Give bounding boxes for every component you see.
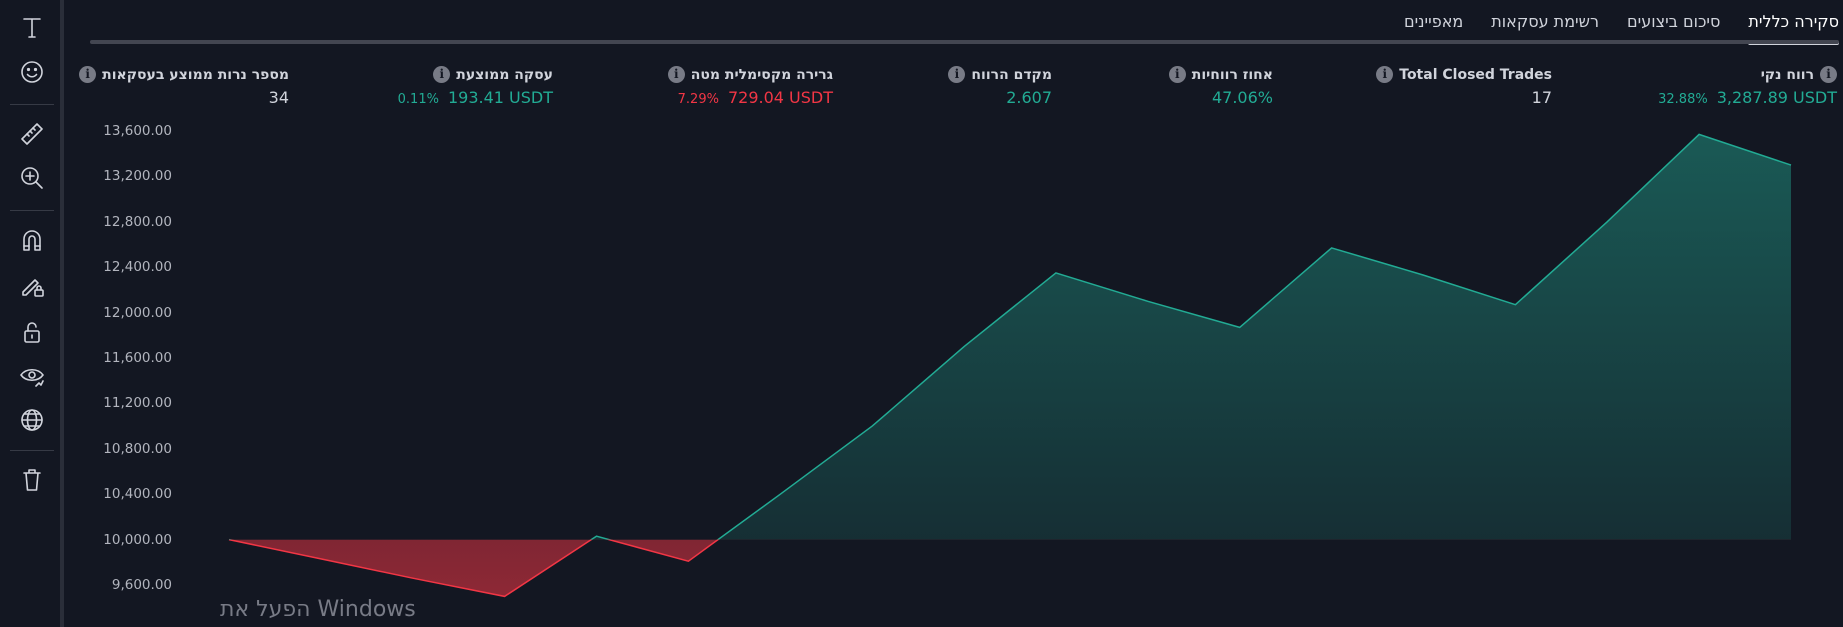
tab-properties[interactable]: מאפיינים — [1403, 12, 1464, 31]
unlock-icon[interactable] — [14, 314, 50, 350]
equity-point — [1239, 326, 1241, 328]
y-tick-label: 12,000.00 — [103, 304, 172, 321]
info-icon[interactable]: i — [1168, 66, 1186, 83]
stat-percent: 7.29% — [677, 92, 719, 107]
stat-avg-trade: עסקה ממוצעת i 193.41 USDT 0.11% — [398, 66, 553, 107]
stat-value: 729.04 USDT — [727, 88, 833, 107]
equity-point — [320, 558, 322, 560]
report-tabs: סקירה כללית סיכום ביצועים רשימת עסקאות מ… — [1376, 8, 1839, 45]
equity-point — [596, 535, 598, 537]
stat-label: גרירה מקסימלית מטה — [690, 66, 833, 83]
equity-point — [1606, 221, 1608, 223]
y-tick-label: 10,400.00 — [103, 486, 172, 503]
info-icon[interactable]: i — [667, 66, 685, 83]
y-tick-label: 12,400.00 — [103, 259, 172, 276]
equity-point — [1422, 274, 1424, 276]
stat-avg-bars-in-trades: מספר נרות ממוצע בעסקאות i 34 — [79, 66, 289, 107]
drawing-toolbar — [0, 0, 64, 627]
equity-line-positive — [229, 133, 1792, 540]
info-icon[interactable]: i — [948, 66, 966, 83]
globe-icon[interactable] — [14, 402, 50, 438]
stat-percent: 0.11% — [397, 92, 439, 107]
info-icon[interactable]: i — [1376, 66, 1394, 83]
stat-value: 193.41 USDT — [447, 88, 553, 107]
emoji-icon[interactable] — [14, 54, 50, 90]
stat-label: Total Closed Trades — [1399, 66, 1552, 83]
stat-profit-factor: מקדם הרווח i 2.607 — [948, 66, 1052, 107]
stat-max-drawdown: גרירה מקסימלית מטה i 729.04 USDT 7.29% — [667, 66, 833, 107]
pencil-lock-icon[interactable] — [14, 268, 50, 304]
tab-underline-track — [90, 40, 1839, 44]
toolbar-divider — [10, 104, 54, 105]
equity-point — [779, 493, 781, 495]
equity-point — [871, 425, 873, 427]
y-tick-label: 9,600.00 — [111, 577, 172, 593]
y-tick-label: 13,600.00 — [103, 123, 172, 139]
equity-point — [228, 539, 230, 541]
magnet-icon[interactable] — [14, 222, 50, 258]
info-icon[interactable]: i — [1820, 66, 1837, 83]
info-icon[interactable]: i — [433, 66, 451, 83]
y-tick-label: 12,800.00 — [103, 213, 172, 230]
equity-point — [1055, 272, 1057, 274]
equity-point — [1514, 304, 1516, 306]
stat-total-closed-trades: Total Closed Trades i 17 — [1376, 66, 1552, 107]
zoom-in-icon[interactable] — [14, 160, 50, 196]
stat-percent-profitable: אחוז רווחיות i 47.06% — [1168, 66, 1273, 107]
windows-activation-watermark: הפעל את Windows — [220, 597, 416, 622]
stat-percent: 32.88% — [1658, 92, 1708, 107]
stat-net-profit: i רווח נקי 3,287.89 USDT 32.88% — [1658, 66, 1837, 107]
equity-point — [412, 577, 414, 579]
stat-value: 2.607 — [1006, 88, 1052, 107]
stat-value: 47.06% — [1211, 88, 1273, 107]
toolbar-divider — [10, 210, 54, 211]
equity-point — [1698, 133, 1700, 135]
tab-trades-list[interactable]: רשימת עסקאות — [1491, 12, 1599, 31]
equity-point — [687, 560, 689, 562]
y-tick-label: 11,600.00 — [103, 350, 172, 366]
stat-label: מקדם הרווח — [971, 66, 1052, 83]
stat-label: עסקה ממוצעת — [456, 66, 553, 83]
equity-area-positive — [591, 134, 1791, 540]
equity-area-negative — [229, 539, 1791, 597]
y-tick-label: 11,200.00 — [103, 395, 172, 412]
equity-point — [504, 595, 506, 597]
eye-icon[interactable] — [14, 358, 50, 394]
y-tick-label: 10,000.00 — [103, 531, 172, 548]
text-icon[interactable] — [14, 10, 50, 46]
y-tick-label: 10,800.00 — [103, 440, 172, 457]
equity-line-negative — [228, 539, 720, 598]
stat-value: 3,287.89 USDT — [1716, 88, 1837, 107]
info-icon[interactable]: i — [79, 66, 97, 83]
equity-point — [1331, 247, 1333, 249]
toolbar-divider — [10, 450, 54, 451]
ruler-icon[interactable] — [14, 116, 50, 152]
equity-point — [1790, 164, 1792, 166]
equity-point — [1147, 300, 1149, 302]
stat-label: אחוז רווחיות — [1191, 66, 1273, 83]
equity-point — [963, 346, 965, 348]
stat-value: 17 — [1531, 88, 1552, 107]
y-tick-label: 13,200.00 — [103, 168, 172, 185]
stat-label: רווח נקי — [1760, 66, 1814, 83]
tab-performance-summary[interactable]: סיכום ביצועים — [1627, 12, 1721, 31]
stat-value: 34 — [268, 88, 289, 107]
trash-icon[interactable] — [14, 462, 50, 498]
stat-label: מספר נרות ממוצע בעסקאות — [102, 66, 289, 83]
